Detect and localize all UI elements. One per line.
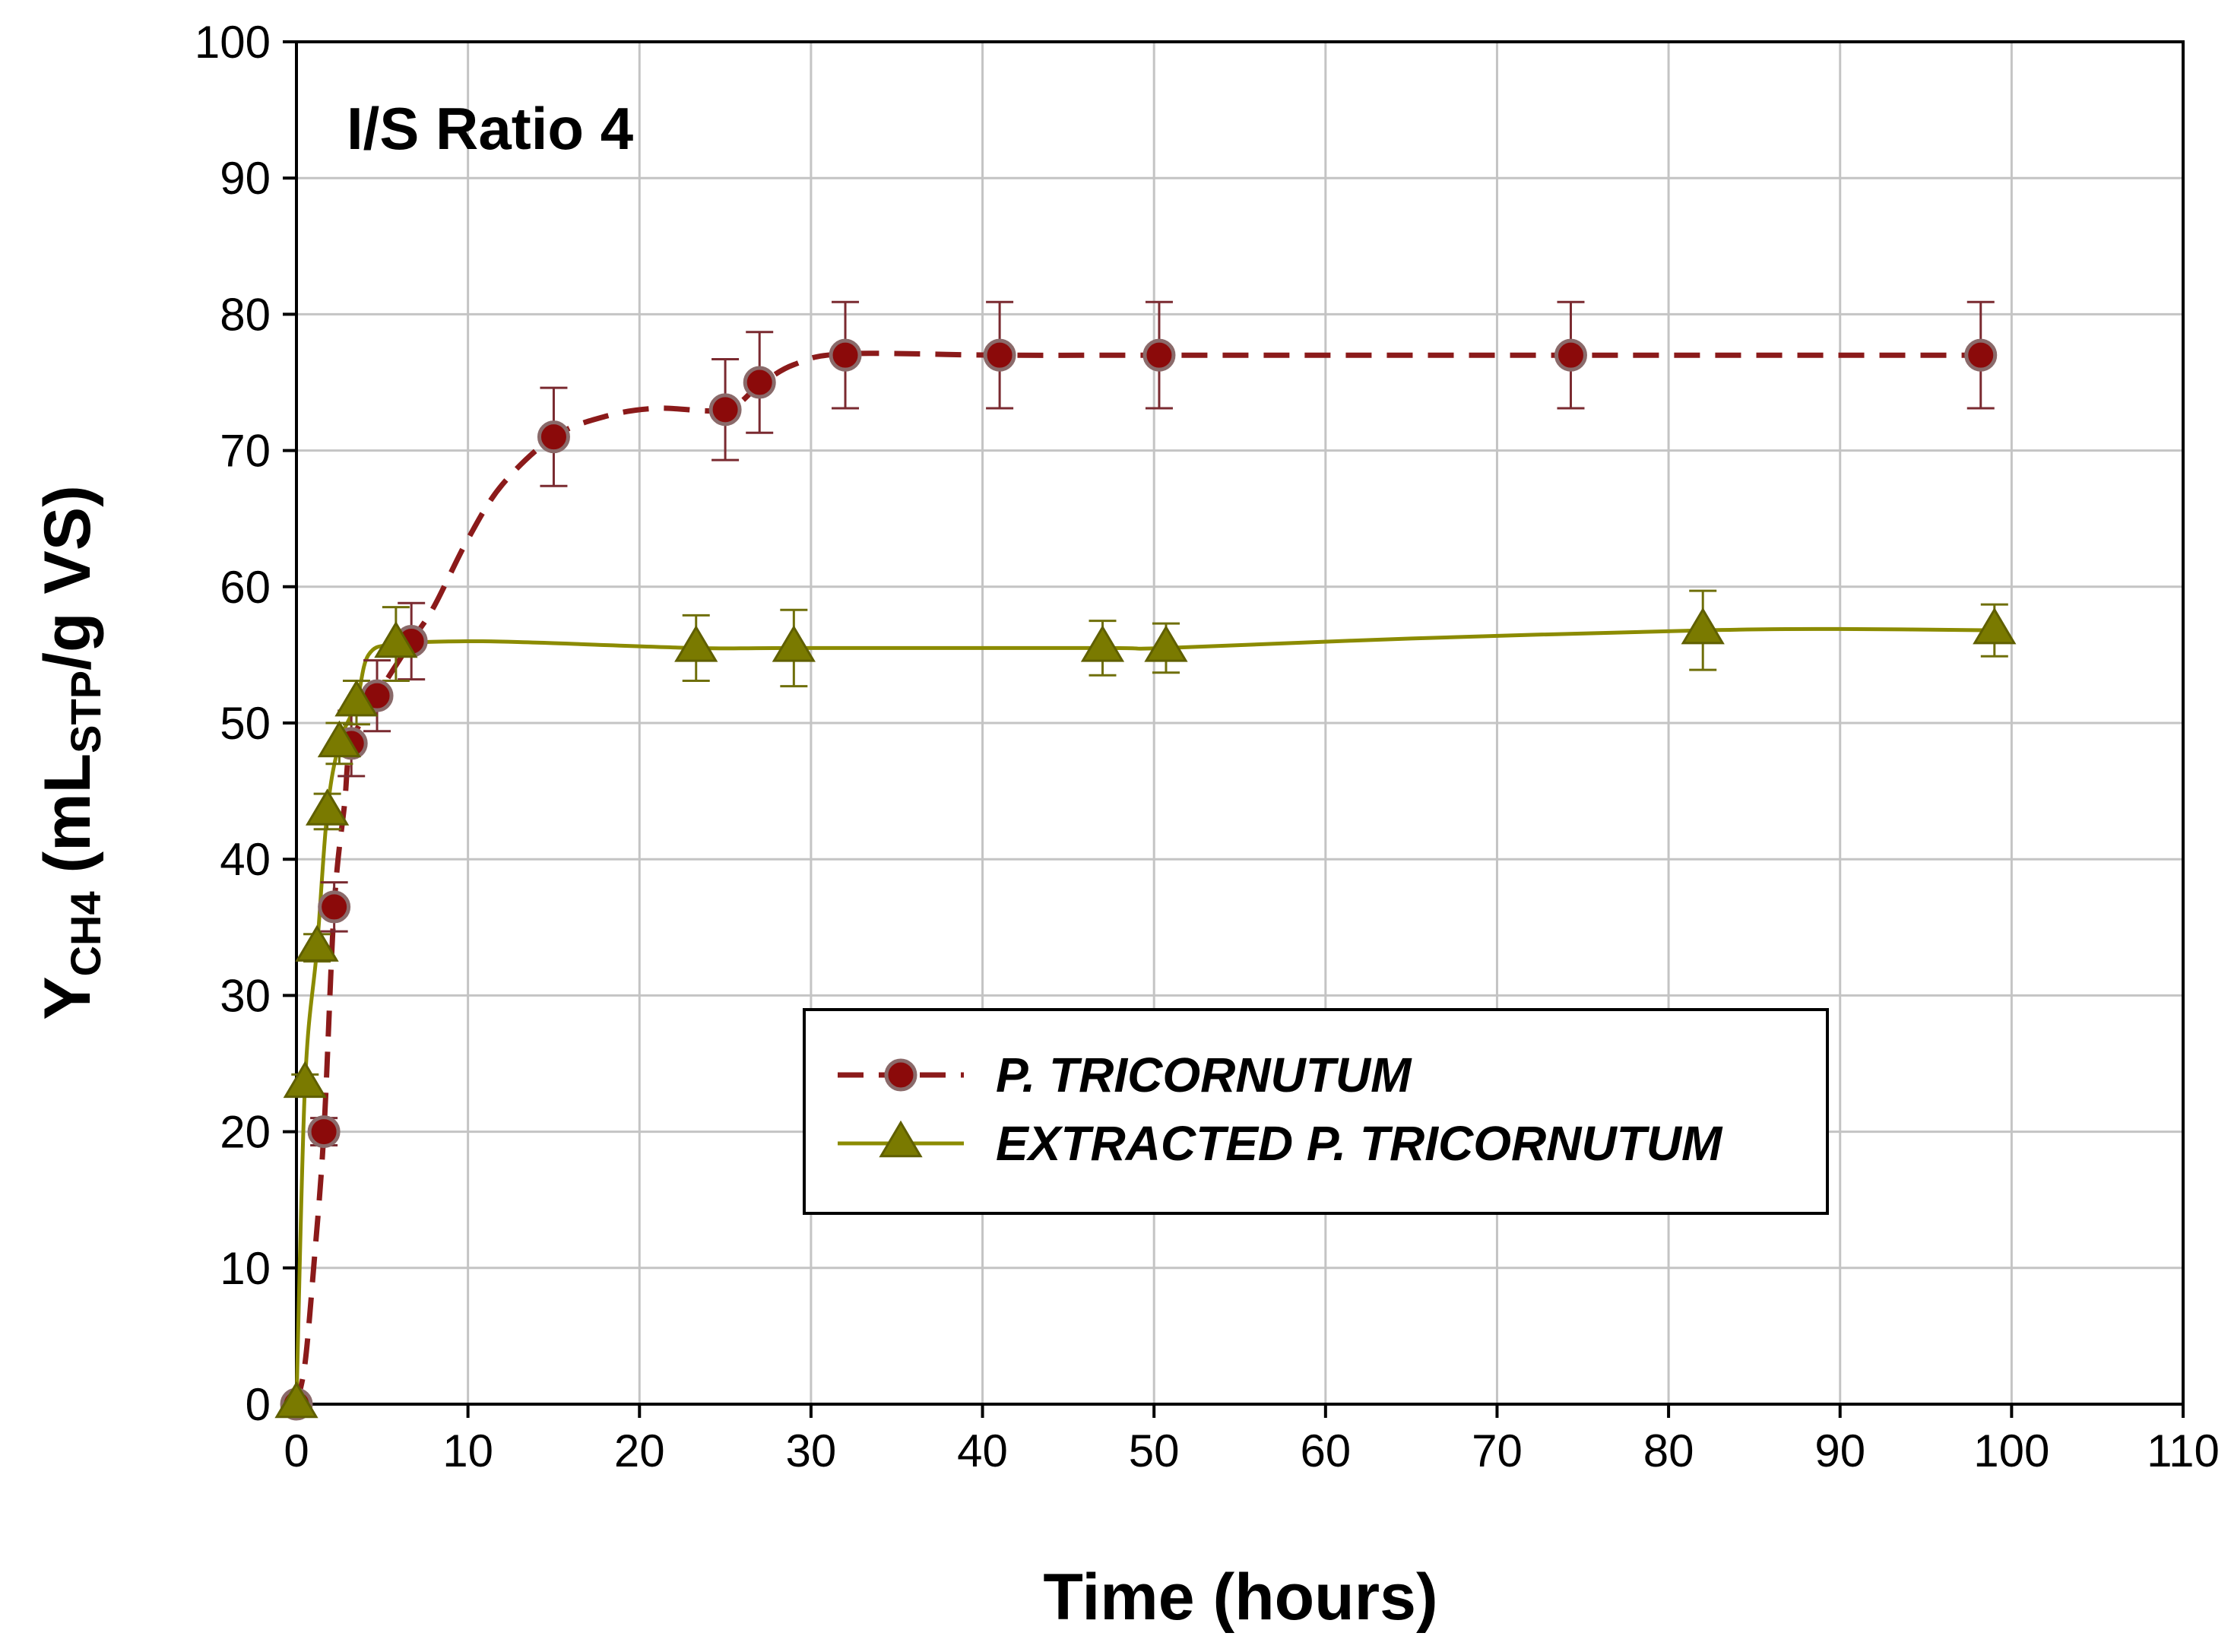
- x-tick-label: 0: [284, 1425, 309, 1476]
- legend-box: [803, 1008, 1829, 1215]
- data-point-p-tricornutum: [537, 420, 570, 454]
- data-point-extracted-p-tricornutum: [274, 1381, 318, 1419]
- data-point-extracted-p-tricornutum: [1144, 625, 1188, 662]
- x-tick-label: 10: [442, 1425, 493, 1476]
- x-tick-label: 60: [1300, 1425, 1351, 1476]
- y-tick-label: 60: [220, 562, 271, 613]
- y-tick-label: 100: [195, 17, 271, 68]
- y-tick-label: 50: [220, 698, 271, 749]
- y-tick-label: 10: [220, 1243, 271, 1294]
- x-tick-label: 100: [1973, 1425, 2049, 1476]
- data-point-p-tricornutum: [1964, 338, 1998, 372]
- y-axis-title-part2: (mL: [31, 753, 104, 892]
- data-point-extracted-p-tricornutum: [772, 625, 816, 662]
- legend-marker-p-tricornutum: [884, 1058, 917, 1092]
- y-axis-title-sub2: STP: [62, 671, 109, 753]
- data-point-extracted-p-tricornutum: [334, 679, 379, 717]
- x-tick-label: 70: [1472, 1425, 1523, 1476]
- y-tick-label: 40: [220, 834, 271, 885]
- y-axis-title-part3: /g VS): [31, 485, 104, 671]
- x-tick-label: 20: [614, 1425, 665, 1476]
- legend-marker-shape-extracted-p-tricornutum: [879, 1120, 923, 1158]
- y-tick-labels: 0 10 20 30 40 50 60 70 80 90 100: [195, 17, 271, 1430]
- y-tick-label: 80: [220, 289, 271, 340]
- axis-ticks: [283, 40, 2185, 1418]
- legend-label-p-tricornutum: P. TRICORNUTUM: [996, 1048, 1412, 1102]
- data-point-extracted-p-tricornutum: [305, 788, 350, 826]
- y-axis-title-sub: CH4: [62, 891, 109, 976]
- data-point-extracted-p-tricornutum: [674, 625, 718, 662]
- x-tick-labels: 0 10 20 30 40 50 60 70 80 90 100 110: [284, 1425, 2220, 1476]
- data-point-p-tricornutum: [318, 890, 351, 924]
- x-tick-label: 40: [957, 1425, 1008, 1476]
- data-point-p-tricornutum: [307, 1115, 341, 1149]
- x-tick-label: 90: [1814, 1425, 1865, 1476]
- legend-marker-extracted-p-tricornutum: [879, 1120, 923, 1158]
- data-point-p-tricornutum: [743, 366, 776, 399]
- data-point-p-tricornutum: [708, 393, 742, 426]
- legend-label-extracted-p-tricornutum: EXTRACTED P. TRICORNUTUM: [996, 1116, 1723, 1171]
- series-markers: [274, 338, 2017, 1421]
- data-point-extracted-p-tricornutum: [295, 924, 339, 962]
- x-axis-title: Time (hours): [1043, 1561, 1437, 1634]
- y-axis-title-main: Y: [31, 976, 104, 1019]
- data-point-extracted-p-tricornutum: [283, 1061, 327, 1099]
- legend: P. TRICORNUTUM EXTRACTED P. TRICORNUTUM: [803, 1008, 1829, 1215]
- x-tick-label: 80: [1643, 1425, 1694, 1476]
- y-tick-label: 90: [220, 153, 271, 204]
- x-tick-label: 50: [1129, 1425, 1180, 1476]
- data-point-extracted-p-tricornutum: [317, 720, 362, 758]
- x-tick-label: 110: [2147, 1425, 2220, 1476]
- data-point-p-tricornutum: [829, 338, 862, 372]
- data-point-extracted-p-tricornutum: [1681, 607, 1725, 645]
- data-point-p-tricornutum: [983, 338, 1016, 372]
- x-tick-label: 30: [786, 1425, 837, 1476]
- data-point-extracted-p-tricornutum: [374, 620, 418, 658]
- data-point-extracted-p-tricornutum: [1973, 607, 2017, 645]
- y-tick-label: 30: [220, 970, 271, 1021]
- y-axis-title: YCH4 (mLSTP/g VS): [31, 485, 109, 1020]
- data-point-extracted-p-tricornutum: [1080, 625, 1125, 662]
- y-tick-label: 70: [220, 426, 271, 477]
- y-tick-label: 0: [246, 1379, 271, 1430]
- legend-marker-shape-p-tricornutum: [884, 1058, 917, 1092]
- y-tick-label: 20: [220, 1107, 271, 1158]
- data-point-p-tricornutum: [1142, 338, 1176, 372]
- plot-annotation: I/S Ratio 4: [347, 95, 633, 162]
- gridlines: [296, 42, 2183, 1404]
- data-point-p-tricornutum: [1554, 338, 1587, 372]
